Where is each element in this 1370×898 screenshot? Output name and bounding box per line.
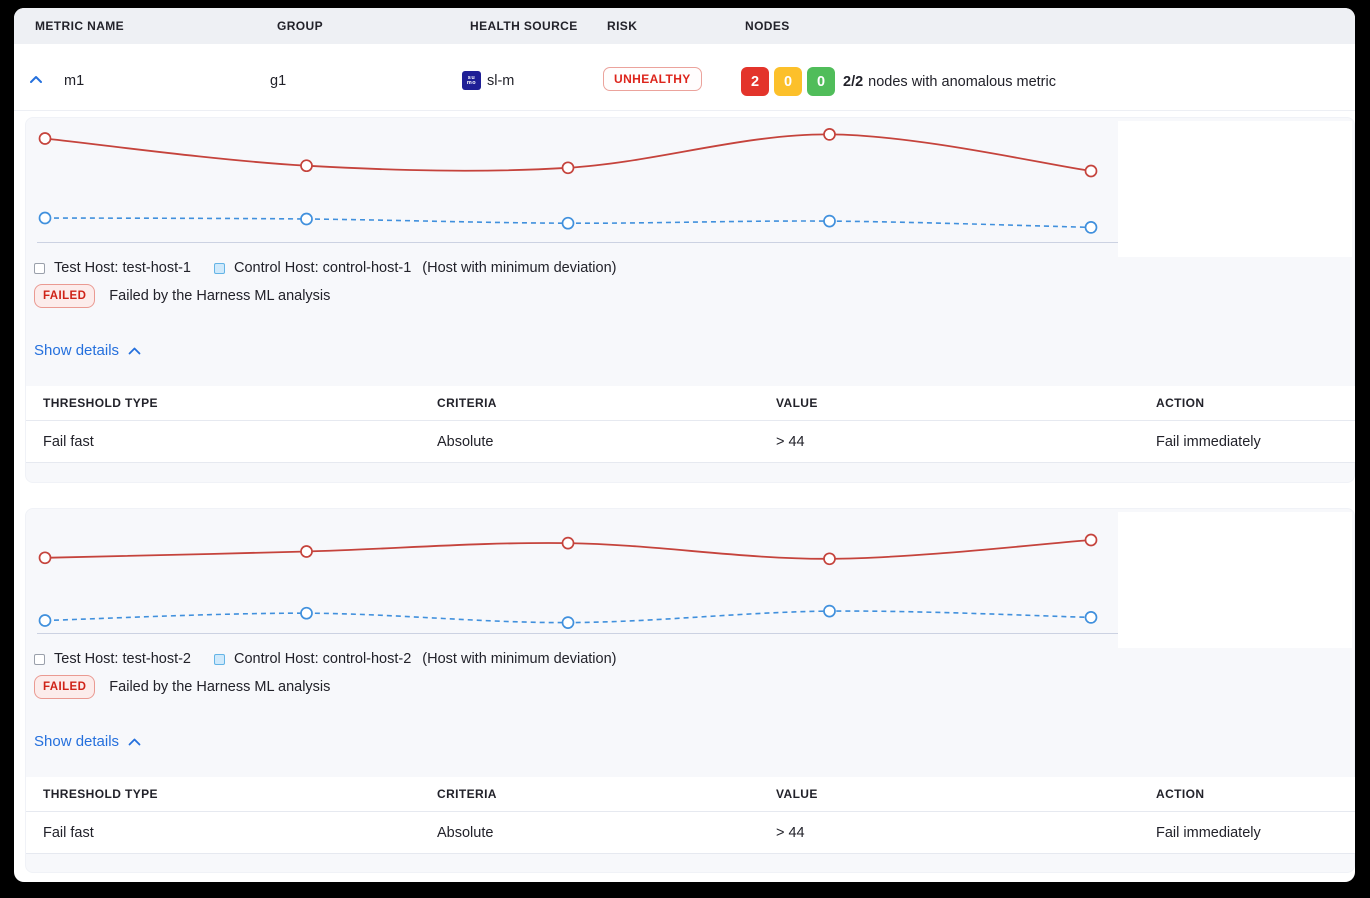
control-host-legend-swatch-icon [214,653,225,665]
column-header-risk: RISK [607,19,638,33]
timeseries-chart-host-2 [37,533,1118,634]
test-host-legend-swatch-icon [34,653,45,665]
failed-status-message: Failed by the Harness ML analysis [109,679,331,695]
nodes-summary-ratio: 2/2 [843,74,864,90]
column-header-health-source: HEALTH SOURCE [470,19,578,33]
control-host-legend-label: Control Host: control-host-2 [234,651,412,667]
metric-name-value: m1 [64,73,85,89]
health-source-value: sl-m [487,73,515,89]
table-column-header-bar: METRIC NAME GROUP HEALTH SOURCE RISK NOD… [14,8,1355,44]
threshold-table-row: Fail fast Absolute > 44 Fail immediately [26,421,1355,463]
cell-value: > 44 [776,433,805,450]
verification-metrics-page: METRIC NAME GROUP HEALTH SOURCE RISK NOD… [14,8,1355,882]
host-analysis-panel-2: Test Host: test-host-2 Control Host: con… [25,508,1355,873]
legend-item-test-host[interactable]: Test Host: test-host-2 [34,651,191,667]
legend-note: (Host with minimum deviation) [422,260,617,276]
chart-legend: Test Host: test-host-1 Control Host: con… [34,260,617,276]
show-details-label: Show details [34,342,120,359]
risk-status-badge: UNHEALTHY [603,67,702,91]
legend-item-control-host[interactable]: Control Host: control-host-1 [214,260,411,276]
legend-note: (Host with minimum deviation) [422,651,617,667]
column-header-metric-name: METRIC NAME [35,19,125,33]
legend-item-test-host[interactable]: Test Host: test-host-1 [34,260,191,276]
observe-node-count-badge: 0 [774,67,802,96]
sumologic-icon: su mo [462,71,481,90]
threshold-table-header-row: THRESHOLD TYPE CRITERIA VALUE ACTION [26,777,1355,812]
chart-legend: Test Host: test-host-2 Control Host: con… [34,651,617,667]
test-host-legend-label: Test Host: test-host-2 [54,651,191,667]
analysis-status-row: FAILED Failed by the Harness ML analysis [34,284,330,308]
col-criteria: CRITERIA [437,396,497,410]
test-host-legend-swatch-icon [34,262,45,274]
column-header-nodes: NODES [745,19,790,33]
chevron-up-icon [128,347,141,354]
col-value: VALUE [776,787,818,801]
col-criteria: CRITERIA [437,787,497,801]
cell-criteria: Absolute [437,433,494,450]
cell-threshold-type: Fail fast [43,824,94,841]
unhealthy-node-count-badge: 2 [741,67,769,96]
node-count-badges: 2 0 0 [741,67,835,96]
col-action: ACTION [1156,396,1205,410]
nodes-summary-text: nodes with anomalous metric [868,74,1056,90]
column-header-group: GROUP [277,19,324,33]
col-action: ACTION [1156,787,1205,801]
col-threshold-type: THRESHOLD TYPE [43,787,158,801]
cell-threshold-type: Fail fast [43,433,94,450]
failed-status-message: Failed by the Harness ML analysis [109,288,331,304]
show-details-label: Show details [34,733,120,750]
legend-item-control-host[interactable]: Control Host: control-host-2 [214,651,411,667]
healthy-node-count-badge: 0 [807,67,835,96]
cell-action: Fail immediately [1156,824,1261,841]
nodes-summary: 2/2 nodes with anomalous metric [843,74,1056,90]
sumologic-icon-text-top: su [467,74,476,81]
failed-status-badge: FAILED [34,675,96,699]
control-host-legend-label: Control Host: control-host-1 [234,260,412,276]
col-threshold-type: THRESHOLD TYPE [43,396,158,410]
threshold-table-header-row: THRESHOLD TYPE CRITERIA VALUE ACTION [26,386,1355,421]
show-details-link[interactable]: Show details [34,733,141,750]
col-value: VALUE [776,396,818,410]
collapse-chevron-up-icon[interactable] [29,75,43,84]
timeseries-chart-host-1 [37,128,1118,243]
chevron-up-icon [128,738,141,745]
failed-status-badge: FAILED [34,284,96,308]
threshold-table: THRESHOLD TYPE CRITERIA VALUE ACTION Fai… [26,386,1355,463]
cell-action: Fail immediately [1156,433,1261,450]
threshold-table: THRESHOLD TYPE CRITERIA VALUE ACTION Fai… [26,777,1355,854]
cell-criteria: Absolute [437,824,494,841]
chart-side-empty-area [1118,121,1352,257]
test-host-legend-label: Test Host: test-host-1 [54,260,191,276]
sumologic-icon-text-bottom: mo [466,79,477,86]
metric-row: m1 g1 su mo sl-m UNHEALTHY 2 0 0 2/2 node… [14,44,1355,111]
analysis-status-row: FAILED Failed by the Harness ML analysis [34,675,330,699]
cell-value: > 44 [776,824,805,841]
show-details-link[interactable]: Show details [34,342,141,359]
host-analysis-panel-1: Test Host: test-host-1 Control Host: con… [25,117,1355,483]
threshold-table-row: Fail fast Absolute > 44 Fail immediately [26,812,1355,854]
group-value: g1 [270,73,287,89]
chart-side-empty-area [1118,512,1352,648]
control-host-legend-swatch-icon [214,262,225,274]
